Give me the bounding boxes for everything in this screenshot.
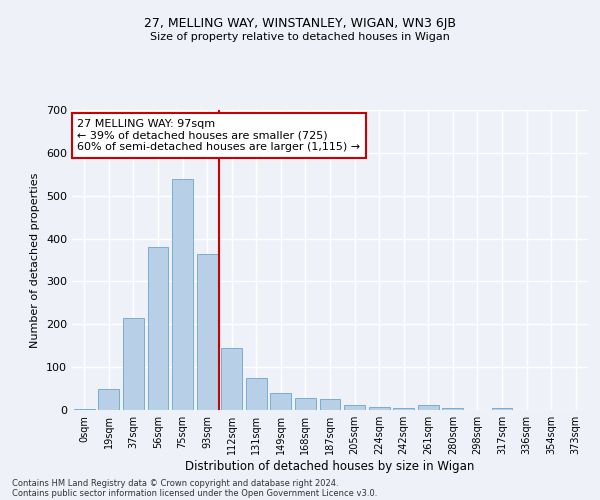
Text: 27 MELLING WAY: 97sqm
← 39% of detached houses are smaller (725)
60% of semi-det: 27 MELLING WAY: 97sqm ← 39% of detached … (77, 119, 360, 152)
Bar (148, 247, 169, 410)
Bar (418, 405, 439, 410)
Text: Contains public sector information licensed under the Open Government Licence v3: Contains public sector information licen… (12, 488, 377, 498)
Bar (442, 408, 463, 410)
Bar (246, 378, 267, 410)
Text: Contains HM Land Registry data © Crown copyright and database right 2024.: Contains HM Land Registry data © Crown c… (12, 478, 338, 488)
Bar (271, 393, 292, 410)
Y-axis label: Number of detached properties: Number of detached properties (31, 172, 40, 348)
Bar (172, 178, 193, 410)
Text: Size of property relative to detached houses in Wigan: Size of property relative to detached ho… (150, 32, 450, 42)
Bar (368, 406, 389, 410)
Bar (123, 318, 144, 410)
X-axis label: Distribution of detached houses by size in Wigan: Distribution of detached houses by size … (185, 460, 475, 473)
Bar (320, 400, 340, 410)
Bar (295, 398, 316, 410)
Bar (74, 409, 95, 410)
Bar (344, 405, 365, 410)
Bar (221, 348, 242, 410)
Bar (491, 408, 512, 410)
Bar (197, 254, 218, 410)
Text: 27, MELLING WAY, WINSTANLEY, WIGAN, WN3 6JB: 27, MELLING WAY, WINSTANLEY, WIGAN, WN3 … (144, 18, 456, 30)
Bar (98, 388, 119, 410)
Bar (393, 408, 414, 410)
